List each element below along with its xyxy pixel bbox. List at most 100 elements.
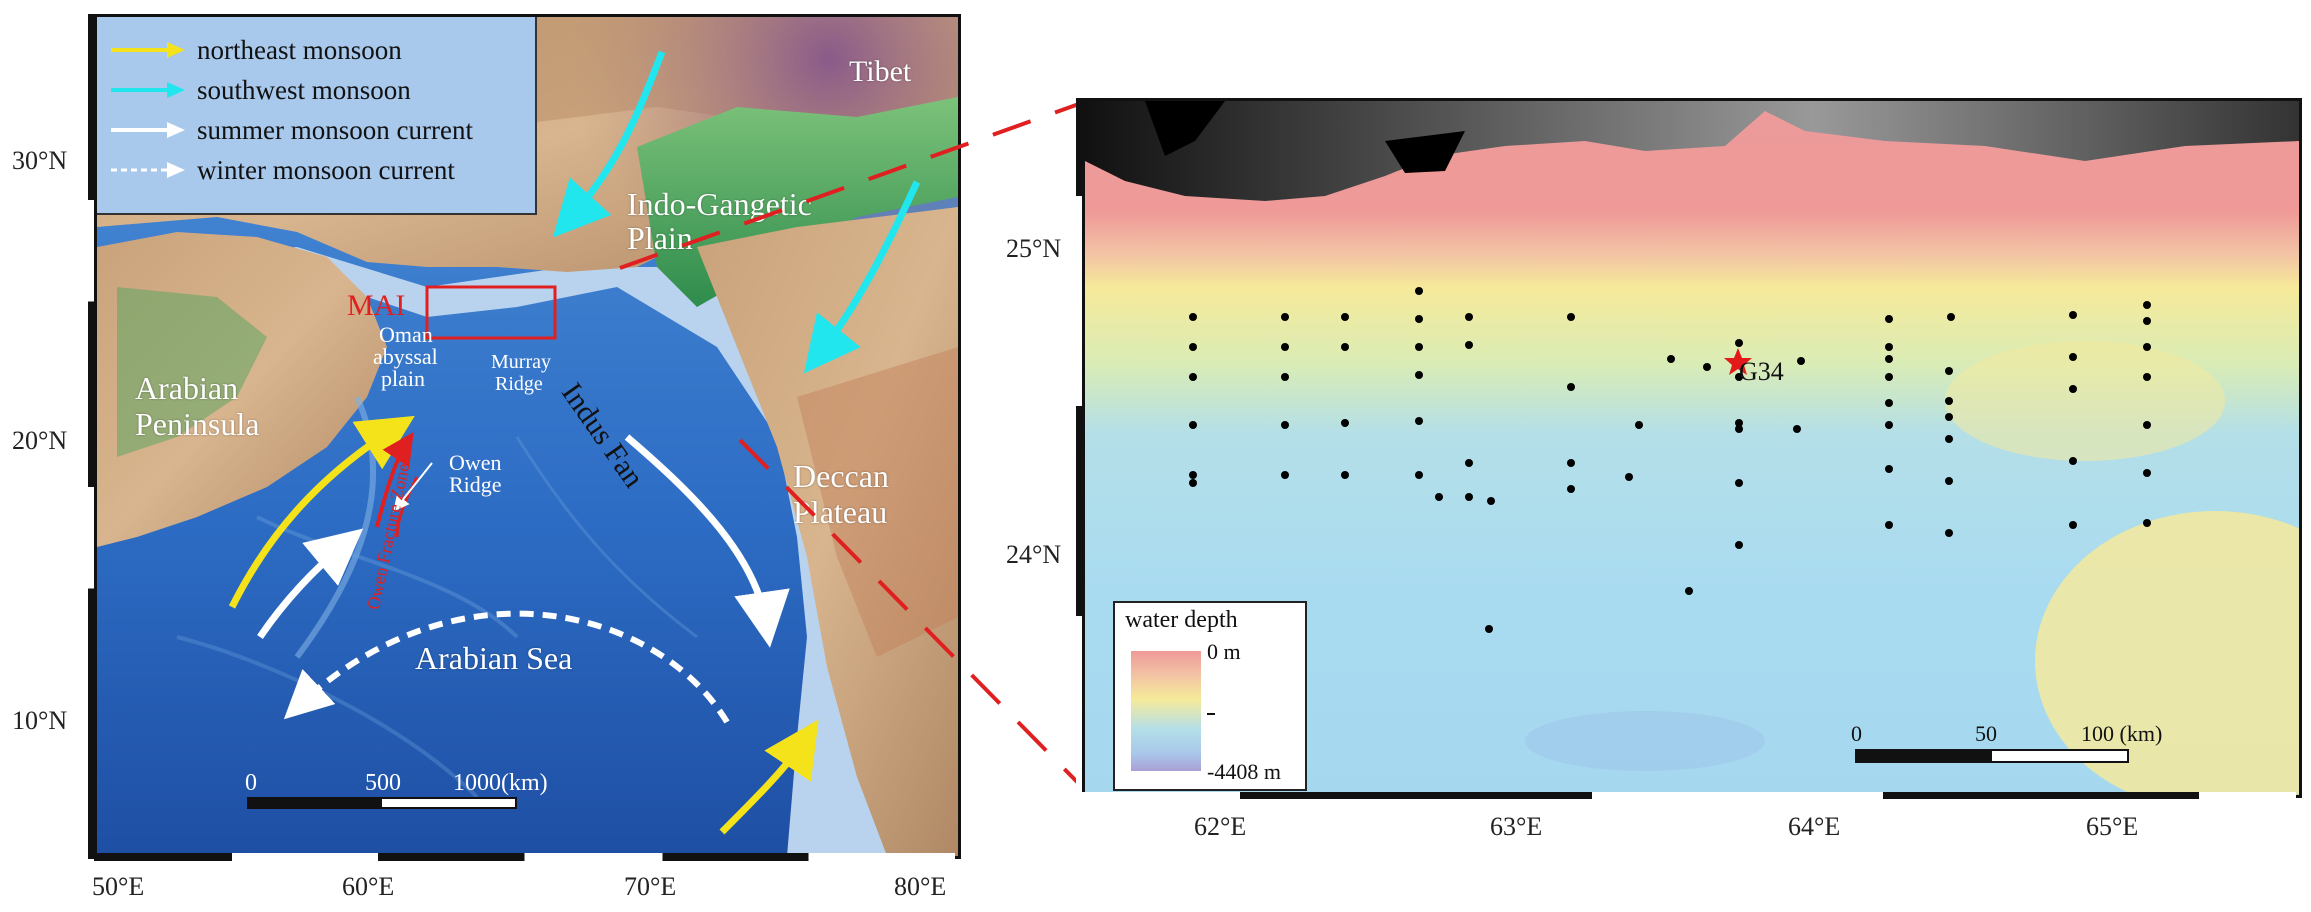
station-dot — [2143, 373, 2151, 381]
station-dot — [1947, 313, 1955, 321]
right-lat-25: 25°N — [1006, 234, 1062, 263]
station-dot — [2143, 421, 2151, 429]
label-mai: MAI — [347, 289, 406, 322]
station-dot — [2143, 301, 2151, 309]
station-dot — [2069, 457, 2077, 465]
station-dot — [1885, 343, 1893, 351]
station-dot — [1885, 355, 1893, 363]
label-oman-3: plain — [381, 366, 425, 391]
label-tibet: Tibet — [849, 55, 912, 88]
southwest-monsoon-arrow-2 — [803, 180, 921, 374]
station-dot — [1189, 479, 1197, 487]
label-indo-gangetic-2: Plain — [627, 220, 693, 256]
legend-item-southwest-monsoon: southwest monsoon — [109, 73, 411, 107]
label-arabian-2: Peninsula — [135, 406, 260, 442]
station-dot — [1465, 313, 1473, 321]
legend-arrow-icon — [111, 82, 185, 98]
g34-star-icon — [1724, 348, 1752, 375]
station-dot — [1465, 341, 1473, 349]
station-dot — [1415, 417, 1423, 425]
station-dot — [1567, 459, 1575, 467]
right-scale-label-0: 0 — [1851, 721, 1862, 746]
station-dot — [1885, 421, 1893, 429]
legend-arrow-icon — [111, 42, 185, 58]
station-dot — [1415, 343, 1423, 351]
left-lat-20: 20°N — [12, 426, 68, 455]
station-dot — [1415, 471, 1423, 479]
left-lon-70: 70°E — [624, 872, 677, 901]
right-lat-24: 24°N — [1006, 540, 1062, 569]
right-scale-label-100: 100 (km) — [2081, 721, 2163, 746]
legend-item-winter-current: winter monsoon current — [109, 153, 455, 187]
station-dot — [1341, 313, 1349, 321]
left-scale-bar — [247, 797, 517, 809]
label-deccan-1: Deccan — [793, 458, 889, 494]
station-dot — [1281, 343, 1289, 351]
station-dot — [1189, 373, 1197, 381]
station-dot — [1281, 313, 1289, 321]
label-oman-2: abyssal — [373, 344, 438, 369]
label-arabian-1: Arabian — [135, 370, 239, 406]
station-dot — [1189, 421, 1197, 429]
station-dot — [1567, 313, 1575, 321]
station-dot — [2143, 317, 2151, 325]
station-dot — [1735, 541, 1743, 549]
station-dot — [1735, 373, 1743, 381]
station-dot — [1945, 477, 1953, 485]
station-label-g34: G34 — [1739, 357, 1784, 386]
scale-label-0: 0 — [245, 770, 257, 796]
northeast-monsoon-arrow-1 — [228, 415, 415, 609]
station-dot — [2069, 521, 2077, 529]
station-dot — [1885, 521, 1893, 529]
station-dot — [1793, 425, 1801, 433]
right-frame-bottom-bar — [1082, 792, 2296, 799]
station-dot — [1735, 419, 1743, 427]
station-dot — [1735, 425, 1743, 433]
legend-arrow-icon — [111, 122, 185, 138]
right-frame-left-bar — [1076, 98, 1082, 798]
station-dot — [1945, 529, 1953, 537]
colorbar-min-label: -4408 m — [1207, 759, 1281, 784]
label-murray-1: Murray — [491, 351, 551, 373]
station-dot — [1735, 339, 1743, 347]
station-dot — [1703, 363, 1711, 371]
station-dot — [1341, 471, 1349, 479]
label-arabian-sea: Arabian Sea — [415, 640, 573, 676]
station-dot — [1945, 367, 1953, 375]
left-lon-80: 80°E — [894, 872, 947, 901]
station-dot — [1189, 313, 1197, 321]
right-scale-label-50: 50 — [1975, 721, 1997, 746]
label-murray-2: Ridge — [495, 373, 543, 395]
left-frame-left-bar — [88, 14, 94, 859]
station-dot — [1415, 287, 1423, 295]
station-dot — [2143, 343, 2151, 351]
station-dot — [1945, 435, 1953, 443]
station-dot — [1487, 497, 1495, 505]
station-dot — [1281, 373, 1289, 381]
summer-current-arrow-1 — [257, 528, 364, 639]
right-lon-62: 62°E — [1194, 812, 1247, 841]
right-scale-bar — [1855, 749, 2129, 763]
colorbar-title: water depth — [1125, 607, 1238, 633]
station-dot — [2069, 385, 2077, 393]
left-lon-50: 50°E — [92, 872, 145, 901]
legend-label: southwest monsoon — [197, 74, 411, 105]
station-dot — [1189, 343, 1197, 351]
colorbar-max-label: 0 m — [1207, 639, 1241, 664]
station-dot — [1341, 343, 1349, 351]
station-dot — [1685, 587, 1693, 595]
station-dot — [1885, 399, 1893, 407]
legend: northeast monsoon southwest monsoon summ… — [97, 17, 537, 215]
winter-current-arrow — [283, 610, 730, 724]
label-indo-gangetic-1: Indo-Gangetic — [627, 186, 812, 222]
label-owen-2: Ridge — [449, 472, 502, 497]
station-dot — [1189, 471, 1197, 479]
left-frame-bottom-bar — [94, 853, 955, 861]
owen-fracture-arrow-1 — [375, 432, 414, 528]
station-dot — [1415, 315, 1423, 323]
station-dot — [1281, 421, 1289, 429]
label-owen-1: Owen — [449, 450, 502, 475]
station-dot — [1945, 413, 1953, 421]
left-lat-30: 30°N — [12, 146, 68, 175]
legend-arrow-icon — [111, 162, 185, 178]
